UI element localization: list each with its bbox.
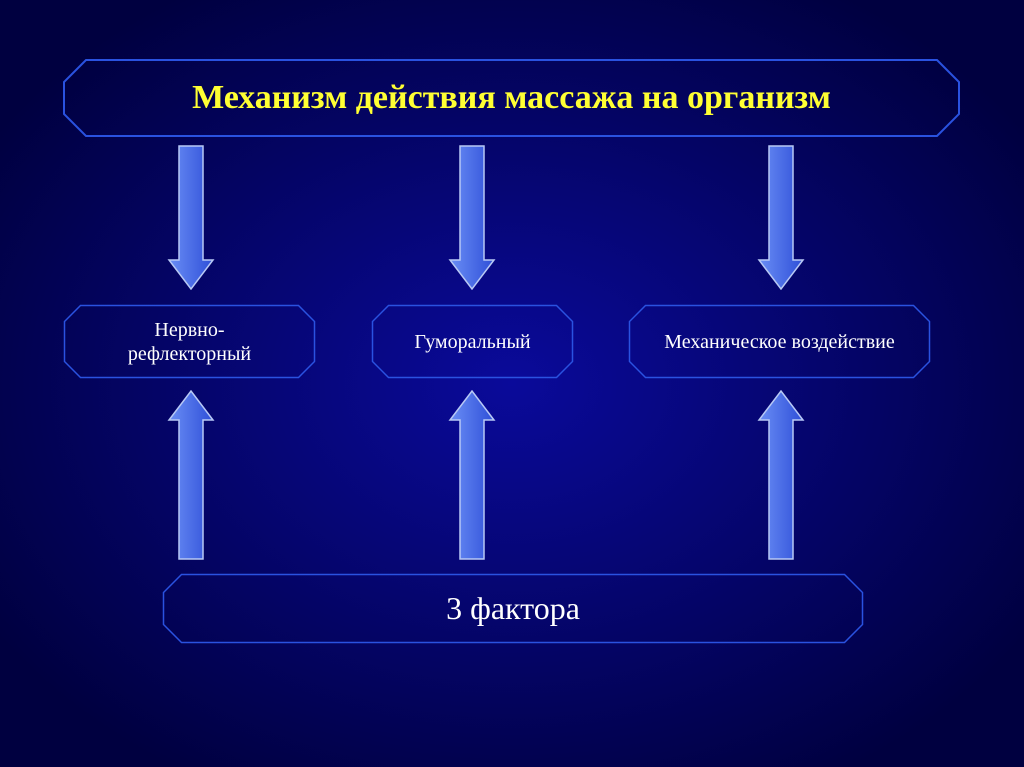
factor2-text: Гуморальный <box>414 330 530 354</box>
arrow-down-3 <box>757 145 805 290</box>
arrow-up-1 <box>167 390 215 560</box>
factor-node-3: Механическое воздействие <box>628 304 931 379</box>
arrow-down-1 <box>167 145 215 290</box>
bottom-text: 3 фактора <box>446 589 580 627</box>
title-text: Механизм действия массажа на организм <box>192 78 831 119</box>
factor-node-1: Нервно-рефлекторный <box>63 304 316 379</box>
title-node: Механизм действия массажа на организм <box>62 58 961 138</box>
factor-node-2: Гуморальный <box>371 304 574 379</box>
factor1-text: Нервно-рефлекторный <box>128 318 251 366</box>
arrow-up-2 <box>448 390 496 560</box>
factor3-text: Механическое воздействие <box>664 330 895 354</box>
diagram-slide: Механизм действия массажа на организм Не… <box>0 0 1024 767</box>
arrow-down-2 <box>448 145 496 290</box>
bottom-node: 3 фактора <box>162 573 864 644</box>
arrow-up-3 <box>757 390 805 560</box>
